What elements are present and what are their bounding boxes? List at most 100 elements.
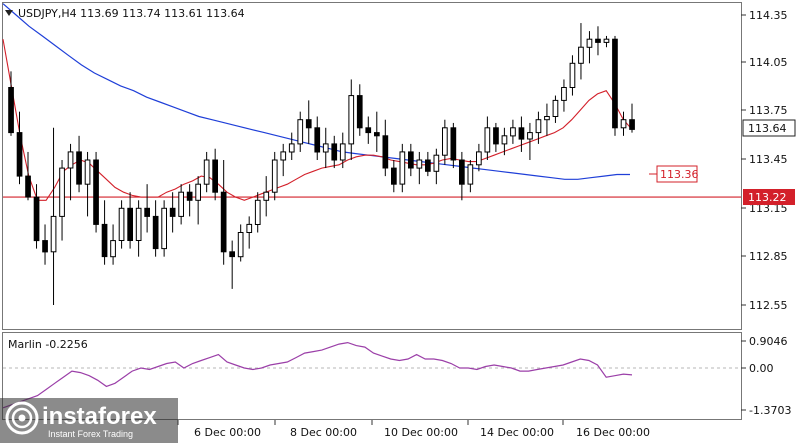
candle xyxy=(178,184,185,225)
candle xyxy=(186,184,193,217)
candle-body xyxy=(67,151,74,169)
candle xyxy=(237,224,244,262)
candle-body xyxy=(152,215,159,250)
candle-body xyxy=(314,127,321,153)
indicator-tick: -1.3703 xyxy=(749,404,791,417)
candle xyxy=(59,160,65,241)
time-tick: 14 Dec 00:00 xyxy=(480,426,554,439)
price-tick: 112.85 xyxy=(749,250,788,263)
candle-body xyxy=(391,167,397,185)
candle-body xyxy=(544,116,550,121)
candle-body xyxy=(535,119,542,134)
candle xyxy=(416,151,423,185)
indicator-tick: 0.9046 xyxy=(749,335,788,348)
candle-body xyxy=(33,196,40,242)
current-price-value: 113.64 xyxy=(748,122,787,135)
candle xyxy=(561,79,567,112)
candle-body xyxy=(459,159,465,185)
candle-body xyxy=(186,191,193,201)
candle-body xyxy=(578,46,584,64)
candle xyxy=(161,200,168,257)
time-axis: 6 Dec 00:00 8 Dec 00:00 10 Dec 00:00 14 … xyxy=(177,420,650,439)
candle-body xyxy=(595,38,601,43)
logo-tagline: Instant Forex Trading xyxy=(48,429,133,439)
candle-body xyxy=(288,143,295,153)
price-tick: 113.15 xyxy=(749,202,788,215)
candle-body xyxy=(203,159,210,185)
candle xyxy=(450,122,457,169)
candle-body xyxy=(433,154,440,172)
candle xyxy=(297,111,304,152)
price-tick: 113.45 xyxy=(749,153,788,166)
candle-body xyxy=(195,183,202,201)
candle-body xyxy=(629,119,635,130)
candle xyxy=(459,151,465,201)
candle xyxy=(322,127,329,169)
candle xyxy=(314,116,321,160)
candle xyxy=(603,35,610,48)
candle-body xyxy=(382,135,389,169)
price-panel xyxy=(2,2,742,330)
candle xyxy=(76,135,82,193)
candle-body xyxy=(42,240,48,253)
level-price-value: 113.22 xyxy=(748,191,787,204)
instaforex-logo: instaforex Instant Forex Trading xyxy=(0,398,178,443)
candle-body xyxy=(331,143,338,161)
ma-label-value: 113.36 xyxy=(660,168,699,181)
candle xyxy=(84,151,91,217)
chart-collapse-icon[interactable] xyxy=(5,10,13,16)
oscillator-line xyxy=(2,341,633,409)
candle-body xyxy=(501,135,508,145)
candle-body xyxy=(25,175,31,198)
candle xyxy=(467,160,474,193)
candle-body xyxy=(16,132,23,177)
candle xyxy=(595,26,601,56)
marlin-oscillator xyxy=(2,341,633,409)
candle xyxy=(629,103,635,133)
candle xyxy=(382,119,389,177)
candle-body xyxy=(425,159,431,172)
candle xyxy=(518,116,525,152)
candlestick-series xyxy=(8,23,635,305)
candle xyxy=(484,116,491,160)
candle xyxy=(110,224,116,265)
candle xyxy=(493,122,499,152)
candle xyxy=(365,116,372,144)
ma-fast-line xyxy=(2,39,633,201)
candle-body xyxy=(135,207,142,242)
candle-body xyxy=(527,132,533,140)
candle-body xyxy=(322,143,329,153)
logo-brand-text: instaforex xyxy=(42,403,157,430)
candle-body xyxy=(263,191,270,201)
candle-body xyxy=(237,232,244,258)
candle-body xyxy=(212,159,219,193)
candle xyxy=(510,119,516,144)
candle xyxy=(220,160,227,265)
candle xyxy=(544,103,550,136)
candle xyxy=(263,176,270,217)
candle xyxy=(425,151,431,177)
candle-body xyxy=(305,119,312,129)
candle-body xyxy=(493,127,499,145)
candle-body xyxy=(484,127,491,153)
time-tick: 6 Dec 00:00 xyxy=(194,426,261,439)
candle xyxy=(569,55,576,96)
candle xyxy=(501,127,508,156)
candle-body xyxy=(467,164,474,185)
candle xyxy=(8,71,14,136)
candle-body xyxy=(365,127,372,134)
candle xyxy=(399,143,406,193)
candle-body xyxy=(620,119,627,129)
fast-moving-average xyxy=(2,39,633,201)
candle xyxy=(101,200,108,265)
candle-body xyxy=(271,159,278,193)
candle-body xyxy=(603,38,610,43)
candle-body xyxy=(408,151,414,169)
candle xyxy=(612,35,618,136)
candle-body xyxy=(280,151,287,161)
candle xyxy=(331,135,338,169)
candle-body xyxy=(348,95,355,145)
candle xyxy=(203,151,210,193)
current-price-tag xyxy=(742,119,796,137)
